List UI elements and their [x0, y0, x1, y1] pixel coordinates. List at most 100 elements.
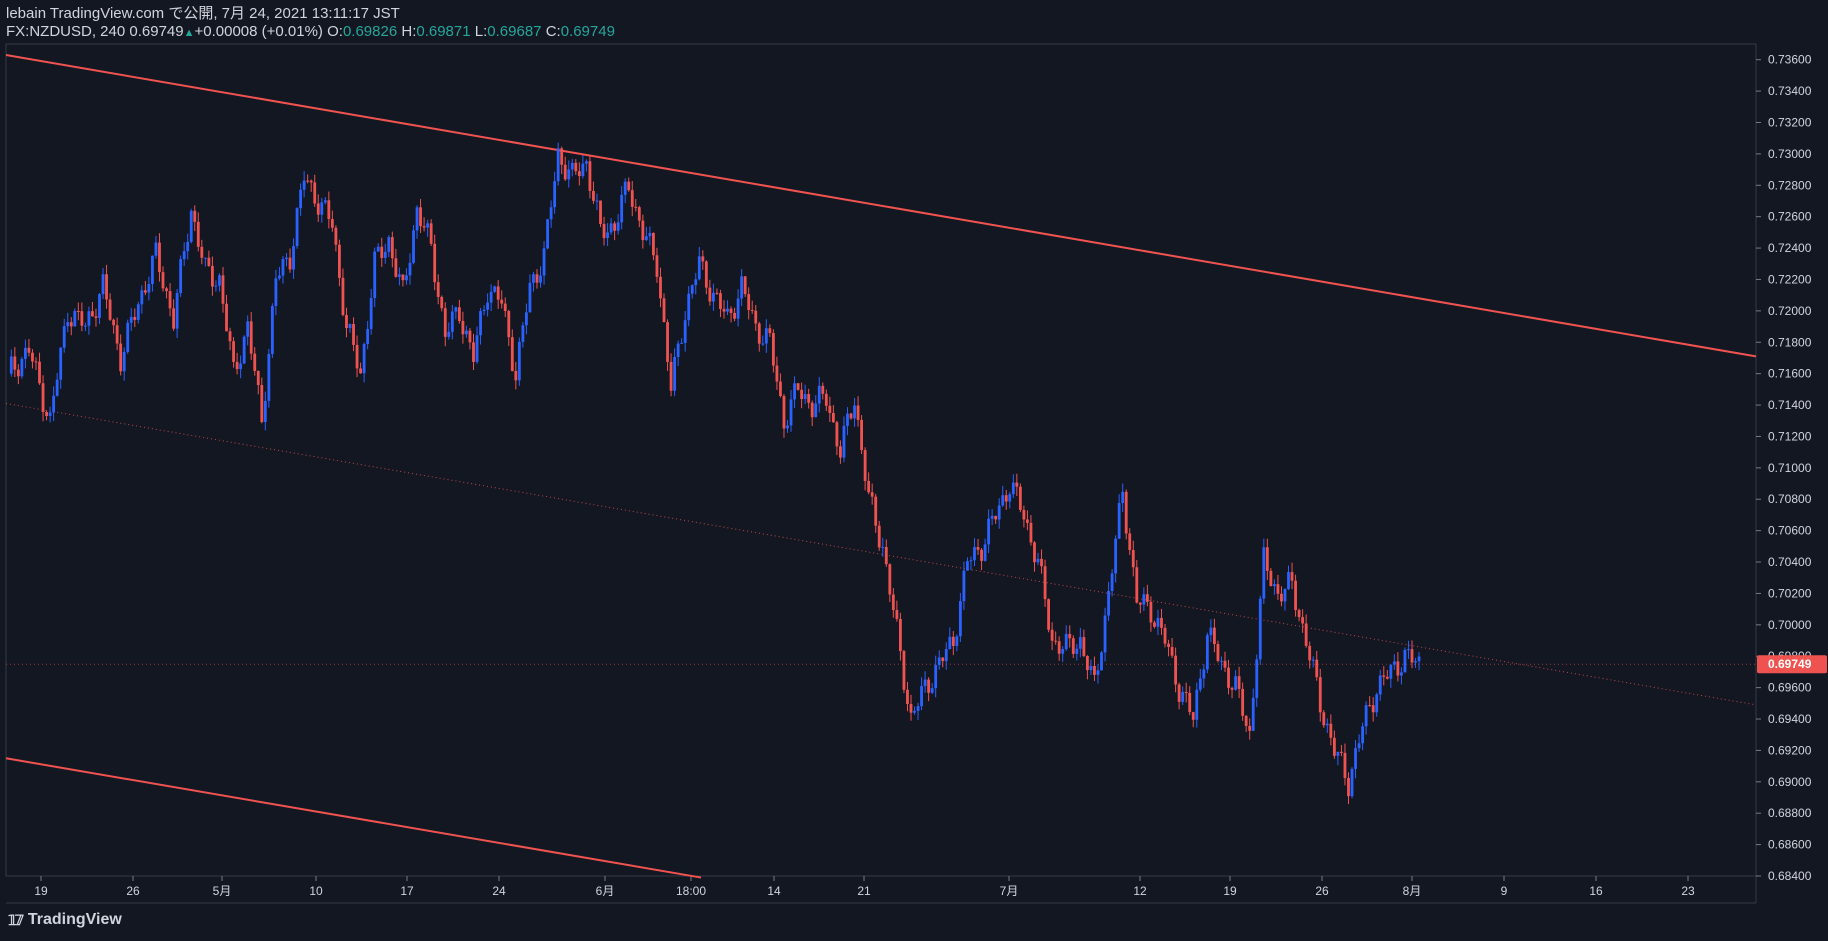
candle-body — [228, 331, 232, 342]
y-tick-label: 0.69200 — [1768, 743, 1812, 757]
candle-body — [976, 547, 980, 550]
candle-body — [747, 294, 751, 311]
candle-body — [457, 307, 461, 322]
x-tick-label: 19 — [34, 884, 48, 898]
candle-body — [736, 298, 740, 319]
candle-body — [454, 307, 458, 312]
y-tick-label: 0.69000 — [1768, 775, 1812, 789]
y-tick-label: 0.73400 — [1768, 84, 1812, 98]
candle-body — [348, 323, 352, 329]
candle-body — [175, 293, 179, 329]
candle-body — [1071, 638, 1075, 654]
candle-body — [570, 162, 574, 170]
candle-body — [1170, 646, 1174, 656]
candle-body — [390, 237, 394, 259]
candle-body — [715, 292, 719, 294]
x-tick-label: 12 — [1133, 884, 1147, 898]
candle-body — [1325, 723, 1329, 726]
candle-body — [1029, 522, 1033, 543]
low-value: 0.69687 — [487, 23, 542, 40]
candle-body — [549, 207, 553, 220]
y-tick-label: 0.71600 — [1768, 367, 1812, 381]
candle-body — [662, 298, 666, 323]
candle-body — [38, 361, 41, 384]
candle-body — [1110, 573, 1114, 591]
candle-body — [172, 308, 176, 329]
candle-body — [1128, 533, 1132, 551]
candle-body — [1234, 676, 1237, 690]
candle-body — [863, 450, 867, 481]
candle-body — [482, 309, 486, 312]
candle-body — [1255, 659, 1259, 698]
candle-body — [1371, 705, 1375, 713]
y-tick-label: 0.68400 — [1768, 869, 1812, 883]
candle-body — [20, 358, 24, 377]
candle-body — [1096, 670, 1100, 675]
candle-body — [849, 413, 853, 419]
candle-body — [179, 259, 183, 294]
candle-body — [782, 395, 786, 429]
candle-body — [719, 293, 722, 309]
candle-body — [1198, 678, 1202, 690]
candle-body — [1297, 610, 1301, 618]
candle-body — [1400, 672, 1403, 676]
candle-body — [563, 164, 567, 180]
candle-body — [1156, 617, 1160, 627]
candle-body — [281, 259, 285, 276]
candle-body — [898, 618, 902, 652]
tradingview-logo[interactable]: 𝟙𝟟 TradingView — [8, 911, 122, 929]
candle-body — [1064, 633, 1068, 650]
candle-body — [59, 347, 63, 380]
symbol-label: FX:NZDUSD, 240 — [6, 23, 126, 40]
candle-body — [930, 688, 934, 693]
candle-body — [1248, 725, 1252, 731]
candle-body — [486, 302, 490, 310]
candle-body — [1138, 602, 1142, 605]
current-price-box — [1757, 655, 1827, 674]
candle-body — [874, 496, 878, 526]
candle-body — [1131, 550, 1135, 568]
x-tick-label: 26 — [126, 884, 140, 898]
candle-body — [207, 257, 211, 266]
candle-body — [397, 274, 401, 277]
candle-body — [768, 328, 772, 334]
candle-body — [1280, 593, 1283, 602]
candle-body — [584, 161, 588, 164]
candle-body — [944, 649, 948, 662]
candle-body — [1177, 684, 1181, 702]
candle-body — [1301, 617, 1305, 624]
candle-body — [1085, 655, 1089, 671]
candle-body — [1322, 712, 1326, 726]
y-tick-label: 0.71400 — [1768, 398, 1812, 412]
candle-body — [126, 322, 130, 352]
candle-body — [793, 383, 796, 400]
y-tick-label: 0.70000 — [1768, 618, 1812, 632]
candle-body — [1265, 547, 1269, 571]
candle-body — [687, 293, 691, 321]
candle-body — [193, 210, 197, 222]
candle-body — [338, 244, 341, 278]
candle-body — [627, 181, 631, 191]
candle-body — [891, 594, 895, 611]
candle-body — [856, 405, 860, 420]
candle-body — [803, 394, 807, 400]
x-tick-label: 24 — [492, 884, 506, 898]
candle-body — [288, 257, 292, 270]
candle-body — [1392, 661, 1396, 665]
candle-body — [1018, 486, 1022, 510]
candle-body — [1160, 617, 1163, 628]
candle-body — [757, 323, 761, 344]
candle-body — [105, 274, 108, 300]
candle-body — [743, 276, 747, 295]
candle-body — [1417, 656, 1421, 662]
candle-body — [659, 276, 662, 299]
candle-body — [419, 207, 422, 227]
candle-body — [203, 257, 207, 259]
candle-body — [1100, 652, 1103, 671]
candle-body — [1011, 482, 1015, 495]
low-label: L: — [474, 23, 488, 40]
candle-body — [256, 370, 260, 386]
candle-body — [613, 223, 617, 231]
candle-body — [948, 636, 952, 650]
